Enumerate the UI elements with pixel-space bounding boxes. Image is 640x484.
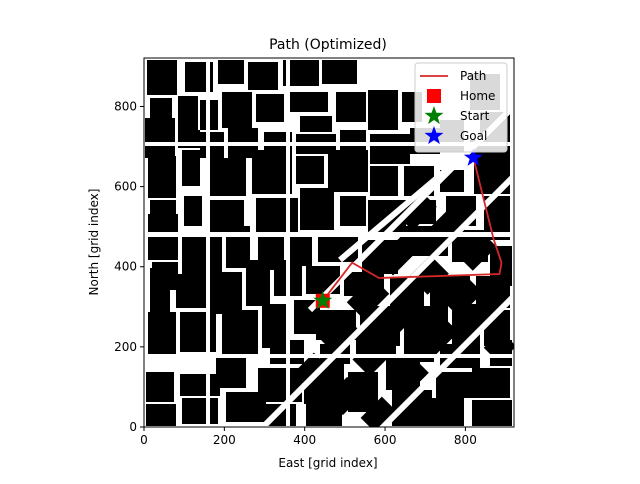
plot-frame <box>143 57 515 428</box>
path-series <box>322 157 503 302</box>
building-block <box>322 60 357 84</box>
y-tick-label: 800 <box>114 99 137 113</box>
street <box>144 232 514 237</box>
building-block <box>430 398 464 426</box>
building-block <box>256 94 284 122</box>
legend-goal-label: Goal <box>460 129 487 143</box>
building-block <box>292 352 330 390</box>
y-tick-label: 600 <box>114 180 137 194</box>
x-tick-label: 0 <box>140 433 148 447</box>
building-block <box>246 260 270 306</box>
building-block <box>409 255 449 295</box>
building-block <box>360 396 398 427</box>
building-block <box>184 196 202 226</box>
building-block <box>206 158 246 196</box>
building-block <box>340 196 366 226</box>
x-tick-label: 400 <box>293 433 316 447</box>
street <box>258 171 514 427</box>
legend-box <box>414 62 508 153</box>
street <box>144 142 514 146</box>
building-block <box>182 398 218 424</box>
building-block <box>146 372 174 402</box>
goal-marker <box>463 147 483 166</box>
building-block <box>379 296 419 336</box>
building-block <box>180 374 220 396</box>
building-block <box>150 268 170 312</box>
building-block <box>465 292 505 332</box>
building-block <box>222 310 258 354</box>
building-block <box>436 372 472 398</box>
building-block <box>145 118 175 158</box>
y-tick-label: 0 <box>129 420 137 434</box>
building-block <box>425 211 465 251</box>
building-block <box>252 150 292 194</box>
building-block <box>472 400 512 426</box>
building-block <box>146 404 176 426</box>
building-block <box>346 276 390 320</box>
building-block <box>370 166 398 196</box>
building-block <box>222 92 252 128</box>
legend-home-label: Home <box>460 89 495 103</box>
street <box>144 354 514 358</box>
building-block <box>176 274 206 308</box>
street <box>286 58 290 427</box>
building-block <box>290 236 312 266</box>
street <box>206 58 210 427</box>
x-tick-label: 600 <box>374 433 397 447</box>
building-block <box>216 358 246 388</box>
legend-start-label: Start <box>460 109 490 123</box>
x-axis-label: East [grid index] <box>278 456 377 470</box>
legend-path-label: Path <box>460 69 486 83</box>
building-block <box>218 60 244 84</box>
building-block <box>389 357 429 397</box>
building-block <box>288 92 328 112</box>
x-axis: 0 200 400 600 800 <box>140 427 477 447</box>
legend-home-swatch <box>427 89 441 103</box>
building-block <box>472 368 510 398</box>
building-block <box>256 198 298 232</box>
building-block <box>377 234 419 276</box>
building-block <box>296 156 324 184</box>
start-marker <box>313 290 333 309</box>
building-block <box>370 134 410 164</box>
building-block <box>248 62 278 90</box>
building-block <box>182 236 222 276</box>
building-block <box>180 312 216 352</box>
building-block <box>148 156 176 198</box>
building-block <box>306 266 340 294</box>
legend-start-swatch <box>424 106 444 125</box>
building-block <box>328 150 368 192</box>
building-block <box>300 188 334 230</box>
building-block <box>443 277 483 317</box>
building-block <box>182 150 200 186</box>
path-line <box>322 157 503 302</box>
building-block <box>417 316 459 358</box>
building-block <box>336 92 366 122</box>
y-tick-label: 200 <box>114 340 137 354</box>
building-block <box>147 60 177 95</box>
building-block <box>316 311 358 353</box>
legend: Path Home Start Goal <box>414 62 508 153</box>
building-block <box>148 312 176 358</box>
x-tick-label: 200 <box>213 433 236 447</box>
building-block <box>325 376 365 416</box>
x-tick-label: 800 <box>454 433 477 447</box>
building-block <box>300 116 332 132</box>
building-block <box>457 231 497 271</box>
street <box>338 147 472 263</box>
y-axis-label: North [grid index] <box>87 189 101 296</box>
y-axis: 0 200 400 600 800 <box>114 99 144 434</box>
legend-goal-swatch <box>424 126 444 145</box>
y-tick-label: 400 <box>114 260 137 274</box>
chart-title: Path (Optimized) <box>269 37 387 53</box>
building-block <box>397 191 437 231</box>
building-block <box>368 90 398 130</box>
markers <box>313 147 483 309</box>
building-block <box>178 96 198 130</box>
building-block <box>210 272 242 314</box>
street <box>378 291 514 427</box>
